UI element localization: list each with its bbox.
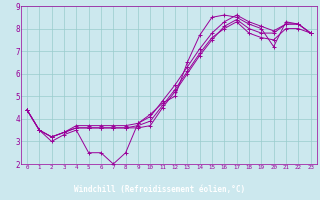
Text: Windchill (Refroidissement éolien,°C): Windchill (Refroidissement éolien,°C) <box>75 185 245 194</box>
